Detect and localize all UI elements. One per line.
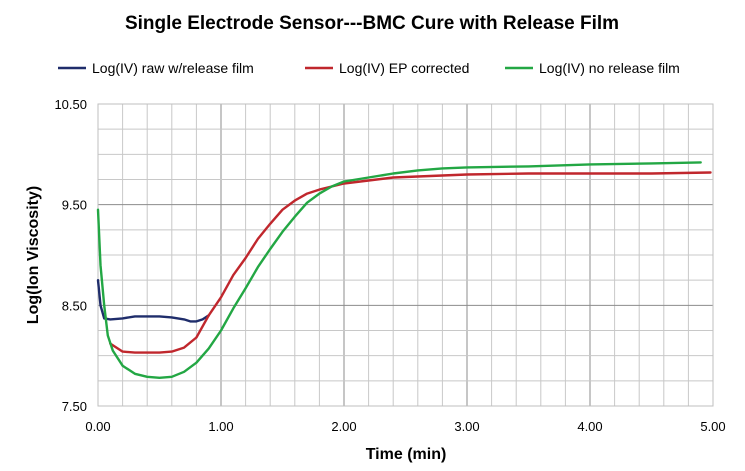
x-tick-label: 1.00 [208, 419, 233, 434]
x-axis-ticks: 0.00 1.00 2.00 3.00 4.00 5.00 [85, 419, 725, 434]
chart-title: Single Electrode Sensor---BMC Cure with … [125, 13, 619, 34]
series-ep-corrected-line-lower-segment [109, 314, 210, 354]
series-no-release-film-line [96, 161, 702, 379]
x-tick-label: 0.00 [85, 419, 110, 434]
y-tick-label: 8.50 [62, 298, 87, 313]
x-tick-label: 2.00 [331, 419, 356, 434]
series-ep-corrected-line [207, 171, 712, 317]
y-axis-title: Log(Ion Viscosity) [25, 186, 42, 324]
y-axis-ticks: 7.50 8.50 9.50 10.50 [54, 97, 87, 414]
grid [98, 104, 713, 406]
y-tick-label: 10.50 [54, 97, 87, 112]
legend: Log(IV) raw w/release film Log(IV) EP cor… [58, 60, 680, 76]
x-tick-label: 3.00 [454, 419, 479, 434]
y-tick-label: 7.50 [62, 399, 87, 414]
x-tick-label: 4.00 [577, 419, 602, 434]
x-tick-label: 5.00 [700, 419, 725, 434]
legend-label: Log(IV) raw w/release film [92, 60, 254, 76]
plot-frame [97, 103, 714, 407]
y-tick-label: 9.50 [62, 198, 87, 213]
legend-label: Log(IV) no release film [539, 60, 680, 76]
series-raw-release-film-line [96, 279, 210, 323]
x-axis-title: Time (min) [366, 446, 447, 463]
legend-label: Log(IV) EP corrected [339, 60, 469, 76]
series-lines [96, 161, 712, 379]
